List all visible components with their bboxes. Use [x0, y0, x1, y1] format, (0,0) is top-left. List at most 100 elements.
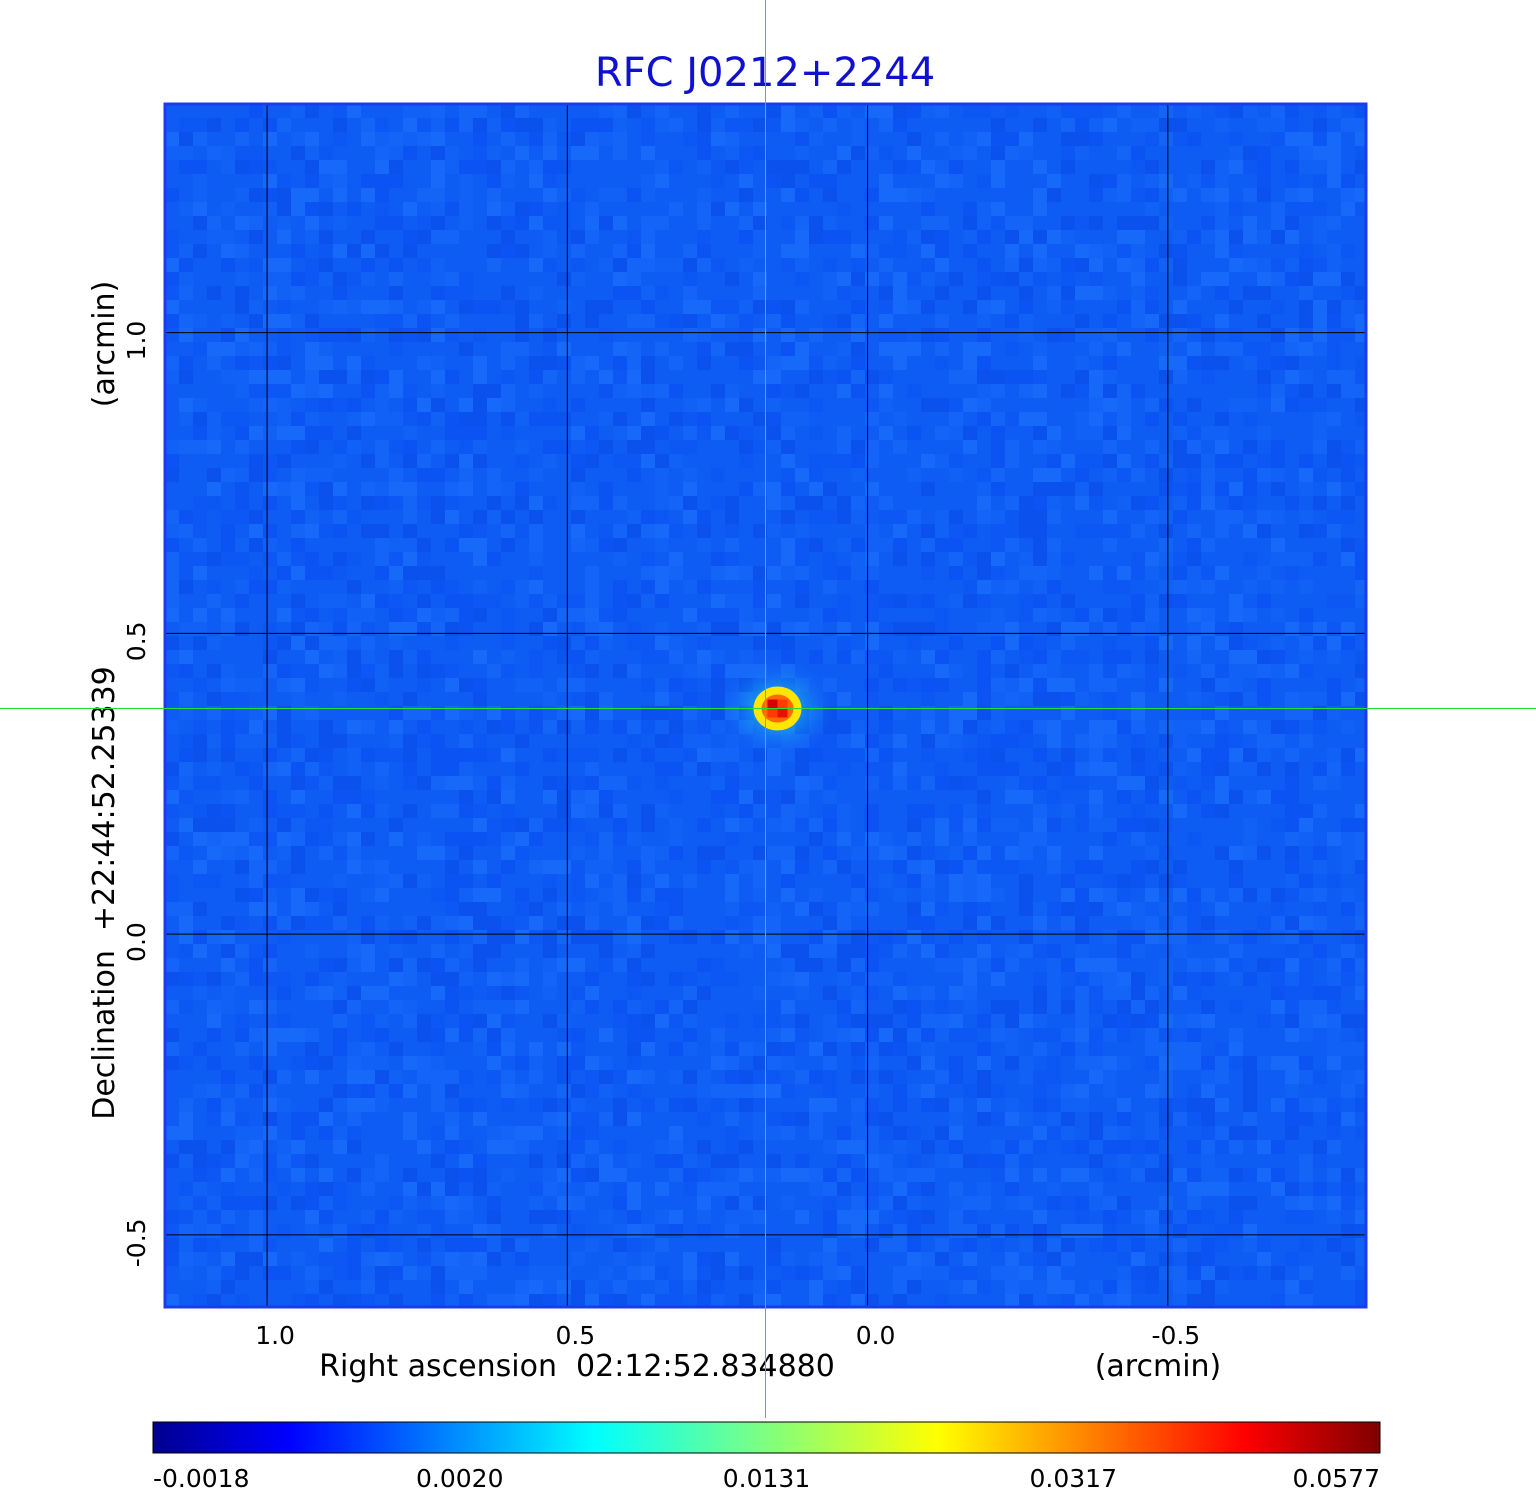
noise-pixel: [1103, 314, 1117, 328]
noise-pixel: [403, 496, 417, 510]
noise-pixel: [1313, 622, 1327, 636]
noise-pixel: [193, 1210, 207, 1224]
noise-pixel: [1005, 342, 1019, 356]
noise-pixel: [1019, 1056, 1033, 1070]
noise-pixel: [963, 902, 977, 916]
noise-pixel: [669, 1070, 683, 1084]
noise-pixel: [865, 734, 879, 748]
noise-pixel: [333, 454, 347, 468]
noise-pixel: [347, 510, 361, 524]
noise-pixel: [1299, 1112, 1313, 1126]
noise-pixel: [1145, 860, 1159, 874]
noise-pixel: [403, 776, 417, 790]
noise-pixel: [305, 1154, 319, 1168]
colorbar-tick-label: 0.0577: [1293, 1464, 1380, 1493]
noise-pixel: [459, 846, 473, 860]
noise-pixel: [389, 566, 403, 580]
noise-pixel: [501, 1070, 515, 1084]
noise-pixel: [1243, 342, 1257, 356]
noise-pixel: [1285, 1196, 1299, 1210]
noise-pixel: [711, 650, 725, 664]
noise-pixel: [487, 496, 501, 510]
noise-pixel: [851, 552, 865, 566]
noise-pixel: [907, 1168, 921, 1182]
noise-pixel: [627, 384, 641, 398]
noise-pixel: [907, 468, 921, 482]
noise-pixel: [669, 678, 683, 692]
noise-pixel: [193, 804, 207, 818]
noise-pixel: [1327, 314, 1341, 328]
noise-pixel: [879, 1070, 893, 1084]
noise-pixel: [893, 286, 907, 300]
noise-pixel: [753, 1126, 767, 1140]
noise-pixel: [767, 426, 781, 440]
noise-pixel: [1187, 888, 1201, 902]
noise-pixel: [1327, 1000, 1341, 1014]
noise-pixel: [1215, 804, 1229, 818]
noise-pixel: [837, 286, 851, 300]
noise-pixel: [753, 1210, 767, 1224]
noise-pixel: [949, 1126, 963, 1140]
noise-pixel: [1341, 286, 1355, 300]
noise-pixel: [361, 258, 375, 272]
noise-pixel: [333, 286, 347, 300]
noise-pixel: [823, 1168, 837, 1182]
noise-pixel: [697, 216, 711, 230]
noise-pixel: [1159, 468, 1173, 482]
noise-pixel: [879, 398, 893, 412]
noise-pixel: [543, 608, 557, 622]
noise-pixel: [501, 398, 515, 412]
noise-pixel: [571, 426, 585, 440]
noise-pixel: [753, 1280, 767, 1294]
noise-pixel: [1159, 902, 1173, 916]
noise-pixel: [277, 258, 291, 272]
noise-pixel: [557, 678, 571, 692]
noise-pixel: [445, 230, 459, 244]
noise-pixel: [1145, 160, 1159, 174]
noise-pixel: [1215, 622, 1229, 636]
noise-pixel: [1229, 1224, 1243, 1238]
noise-pixel: [165, 608, 179, 622]
noise-pixel: [809, 1168, 823, 1182]
noise-pixel: [543, 132, 557, 146]
noise-pixel: [235, 272, 249, 286]
noise-pixel: [249, 468, 263, 482]
noise-pixel: [879, 328, 893, 342]
noise-pixel: [1341, 818, 1355, 832]
noise-pixel: [1005, 1000, 1019, 1014]
noise-pixel: [1061, 1168, 1075, 1182]
noise-pixel: [375, 860, 389, 874]
noise-pixel: [417, 1182, 431, 1196]
noise-pixel: [949, 1112, 963, 1126]
noise-pixel: [739, 300, 753, 314]
noise-pixel: [333, 1042, 347, 1056]
noise-pixel: [1131, 286, 1145, 300]
noise-pixel: [389, 580, 403, 594]
noise-pixel: [1271, 440, 1285, 454]
noise-pixel: [529, 468, 543, 482]
noise-pixel: [263, 1070, 277, 1084]
noise-pixel: [1075, 818, 1089, 832]
noise-pixel: [333, 594, 347, 608]
noise-pixel: [515, 1252, 529, 1266]
noise-pixel: [627, 1042, 641, 1056]
noise-pixel: [403, 804, 417, 818]
noise-pixel: [655, 216, 669, 230]
noise-pixel: [1033, 1140, 1047, 1154]
noise-pixel: [277, 1224, 291, 1238]
noise-pixel: [1313, 426, 1327, 440]
noise-pixel: [473, 1266, 487, 1280]
noise-pixel: [823, 272, 837, 286]
noise-pixel: [991, 300, 1005, 314]
noise-pixel: [207, 426, 221, 440]
noise-pixel: [207, 1266, 221, 1280]
noise-pixel: [193, 720, 207, 734]
noise-pixel: [473, 1042, 487, 1056]
noise-pixel: [767, 160, 781, 174]
noise-pixel: [1257, 846, 1271, 860]
noise-pixel: [669, 1098, 683, 1112]
noise-pixel: [1159, 594, 1173, 608]
noise-pixel: [571, 748, 585, 762]
noise-pixel: [809, 958, 823, 972]
noise-pixel: [389, 720, 403, 734]
